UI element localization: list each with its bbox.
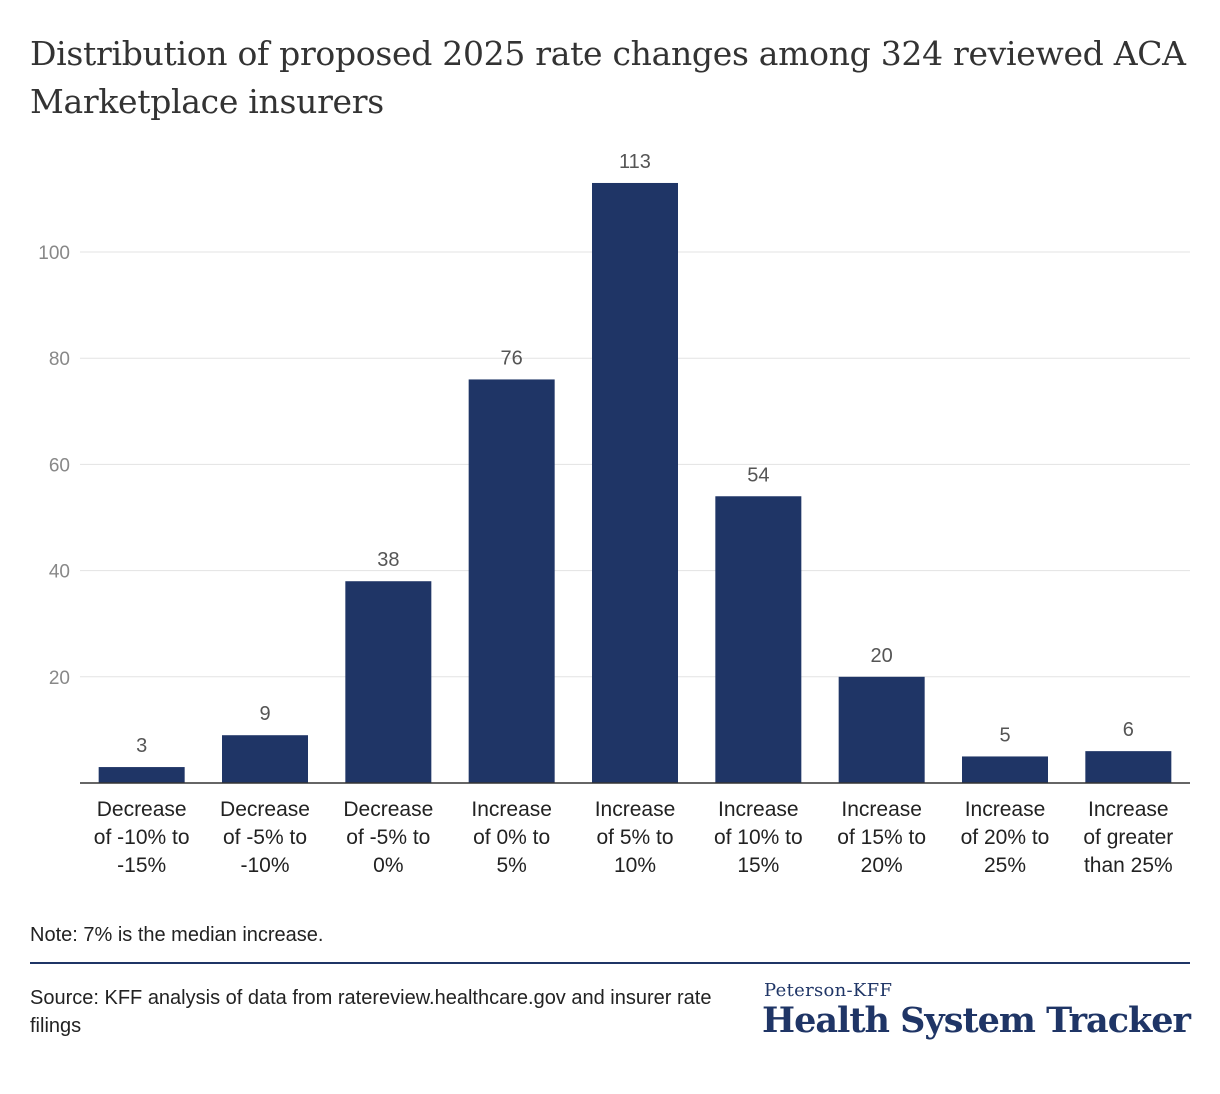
x-category-label-line: Increase <box>595 798 676 821</box>
x-category-label-line: 0% <box>373 854 403 877</box>
bar-value-label: 20 <box>871 645 893 667</box>
bar-chart: 20 40 60 80 100 3 Decrease of -10% to -15% 9 Decre… <box>38 151 1190 877</box>
chart-source: Source: KFF analysis of data from ratere… <box>30 987 712 1037</box>
bar <box>222 735 308 783</box>
y-tick-label: 80 <box>49 349 70 370</box>
x-category-label-line: of greater <box>1083 826 1173 849</box>
bar <box>838 676 925 783</box>
footer-divider <box>30 962 1190 964</box>
x-category-label: Increase of 0% to 5% <box>471 798 552 877</box>
y-tick-label: 40 <box>49 562 70 583</box>
brand-subtitle: Peterson-KFF <box>764 980 893 1001</box>
x-category-label-line: of 5% to <box>596 826 673 849</box>
x-category-label: Decrease of -10% to -15% <box>94 798 190 877</box>
x-category-label-line: of -5% to <box>223 826 307 849</box>
x-category-label-line: of -5% to <box>346 826 430 849</box>
chart-title: Distribution of proposed 2025 rate chang… <box>30 34 1186 121</box>
x-category-label-line: 25% <box>984 854 1026 877</box>
x-category-label: Increase of 5% to 10% <box>595 798 676 877</box>
bar-value-label: 3 <box>136 735 147 757</box>
bar-value-label: 76 <box>501 347 523 369</box>
x-category-label-line: of 10% to <box>714 826 803 849</box>
x-category-label-line: of -10% to <box>94 826 190 849</box>
bar <box>345 581 432 783</box>
x-category-label-line: -10% <box>240 854 289 877</box>
bar <box>1085 751 1172 783</box>
x-category-label-line: than 25% <box>1084 854 1173 877</box>
x-category-label-line: Increase <box>1088 798 1169 821</box>
bar-value-label: 6 <box>1123 719 1134 741</box>
x-category-label: Increase of 20% to 25% <box>961 798 1050 877</box>
bar-value-label: 113 <box>619 151 651 173</box>
bar-value-label: 5 <box>999 724 1010 746</box>
x-category-label-line: Increase <box>718 798 799 821</box>
x-category-label-line: Increase <box>841 798 922 821</box>
x-category-label-line: 20% <box>861 854 903 877</box>
bar-value-label: 9 <box>259 703 270 725</box>
x-category-label-line: of 20% to <box>961 826 1050 849</box>
x-category-label: Increase of 10% to 15% <box>714 798 803 877</box>
bar <box>592 182 678 784</box>
x-category-label: Decrease of -5% to -10% <box>220 798 310 877</box>
bar-value-label: 38 <box>377 549 399 571</box>
brand-name: Health System Tracker <box>762 1000 1191 1041</box>
x-category-label: Decrease of -5% to 0% <box>343 798 433 877</box>
bar-value-label: 54 <box>747 464 769 486</box>
y-tick-label: 100 <box>38 243 70 264</box>
x-category-label-line: Decrease <box>343 798 433 821</box>
x-category-label-line: Increase <box>965 798 1046 821</box>
bar <box>962 756 1048 783</box>
x-category-label-line: 5% <box>496 854 526 877</box>
x-category-label-line: of 15% to <box>837 826 926 849</box>
x-category-label-line: -15% <box>117 854 166 877</box>
x-category-label-line: Decrease <box>220 798 310 821</box>
bar <box>98 767 185 783</box>
chart-note: Note: 7% is the median increase. <box>30 924 324 946</box>
x-category-label-line: 15% <box>737 854 779 877</box>
y-tick-label: 20 <box>49 668 70 689</box>
x-category-label-line: 10% <box>614 854 656 877</box>
bar <box>715 496 802 783</box>
x-category-label-line: Decrease <box>97 798 187 821</box>
bar <box>468 379 555 783</box>
y-tick-label: 60 <box>49 455 70 476</box>
brand-logo: Peterson-KFF Health System Tracker <box>762 980 1191 1041</box>
x-category-label: Increase of greater than 25% <box>1083 798 1173 877</box>
x-category-label-line: Increase <box>471 798 552 821</box>
x-category-label: Increase of 15% to 20% <box>837 798 926 877</box>
x-category-label-line: of 0% to <box>473 826 550 849</box>
